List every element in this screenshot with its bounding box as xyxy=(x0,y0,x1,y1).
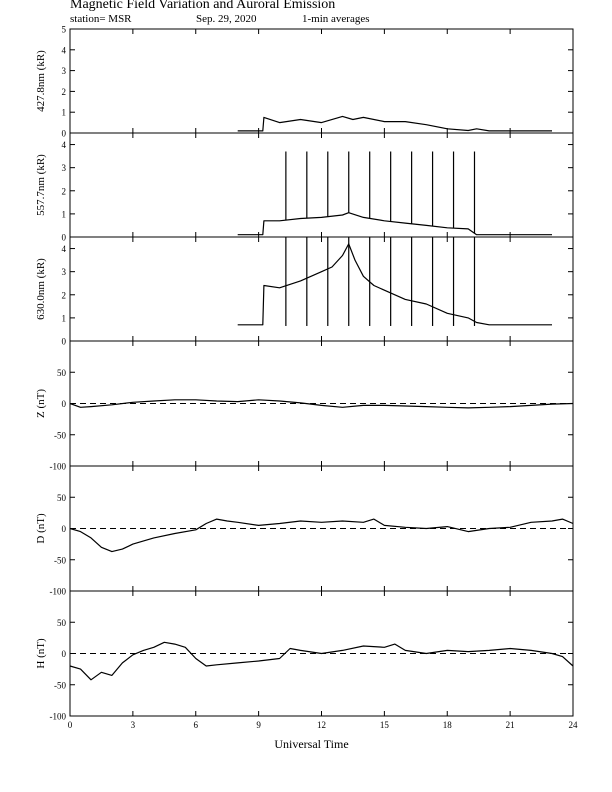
x-tick-label: 6 xyxy=(194,720,199,730)
panel-frame xyxy=(69,236,574,342)
y-axis-label: 630.0nm (kR) xyxy=(35,258,47,320)
x-tick-label: 21 xyxy=(506,720,515,730)
y-tick-label: -100 xyxy=(50,462,67,472)
y-tick-label: -50 xyxy=(54,555,66,565)
y-axis-label: Z (nT) xyxy=(35,389,47,418)
series-line xyxy=(69,641,574,681)
chart-title: Magnetic Field Variation and Auroral Emi… xyxy=(70,0,336,12)
panel-frame xyxy=(69,132,574,238)
series-line xyxy=(237,243,552,326)
x-tick-label: 18 xyxy=(443,720,453,730)
y-tick-label: 0 xyxy=(62,524,67,534)
panel-630-0nm: 0 1 2 3 4 630.0nm (kR) xyxy=(35,236,574,347)
panel-d: -100 -50 0 50 D (nT) xyxy=(35,465,574,597)
y-axis-label: D (nT) xyxy=(35,513,47,544)
y-tick-label: -50 xyxy=(54,680,66,690)
y-axis-label: H (nT) xyxy=(35,638,47,669)
y-tick-label: 50 xyxy=(57,368,67,378)
y-tick-label: 5 xyxy=(62,25,67,35)
y-tick-label: 1 xyxy=(62,108,67,118)
y-tick-label: 50 xyxy=(57,618,67,628)
y-tick-label: -50 xyxy=(54,430,66,440)
y-tick-label: 1 xyxy=(62,313,67,323)
y-axis-label: 557.7nm (kR) xyxy=(35,154,47,216)
panel-h: -100 -50 0 50 H (nT) 0 3 6 9 12 15 18 21 24 Universal … xyxy=(35,590,579,751)
y-tick-label: -100 xyxy=(50,587,67,597)
y-tick-label: 0 xyxy=(62,233,67,243)
panel-z: -100 -50 0 50 Z (nT) xyxy=(35,340,574,472)
y-tick-label: 3 xyxy=(62,163,67,173)
x-tick-label: 24 xyxy=(569,720,579,730)
panel-frame xyxy=(69,28,574,134)
date-label: Sep. 29, 2020 xyxy=(196,13,257,25)
panel-427-8nm: 0 1 2 3 4 5 427.8nm (kR) xyxy=(35,25,574,139)
x-tick-label: 3 xyxy=(131,720,136,730)
y-tick-label: 3 xyxy=(62,267,67,277)
series-line xyxy=(69,518,574,553)
x-tick-label: 9 xyxy=(256,720,261,730)
y-tick-label: 0 xyxy=(62,649,67,659)
y-axis-label: 427.8nm (kR) xyxy=(35,50,47,112)
series-line xyxy=(237,212,552,236)
station-label: station= MSR xyxy=(70,13,132,25)
x-tick-label: 12 xyxy=(317,720,326,730)
averaging-label: 1-min averages xyxy=(302,13,370,25)
y-tick-label: -100 xyxy=(50,712,67,722)
y-tick-label: 2 xyxy=(62,87,67,97)
y-tick-label: 0 xyxy=(62,399,67,409)
y-tick-label: 4 xyxy=(62,140,67,150)
x-axis-label: Universal Time xyxy=(274,737,348,751)
series-line xyxy=(237,115,552,132)
series-line xyxy=(69,399,574,409)
y-tick-label: 2 xyxy=(62,290,67,300)
y-tick-label: 4 xyxy=(62,45,67,55)
y-tick-label: 4 xyxy=(62,244,67,254)
y-tick-label: 1 xyxy=(62,209,67,219)
x-tick-label: 15 xyxy=(380,720,390,730)
panel-557-7nm: 0 1 2 3 4 557.7nm (kR) xyxy=(35,132,574,243)
y-tick-label: 0 xyxy=(62,129,67,139)
y-tick-label: 0 xyxy=(62,337,67,347)
y-tick-label: 3 xyxy=(62,66,67,76)
y-tick-label: 50 xyxy=(57,493,67,503)
y-tick-label: 2 xyxy=(62,186,67,196)
x-tick-label: 0 xyxy=(68,720,73,730)
